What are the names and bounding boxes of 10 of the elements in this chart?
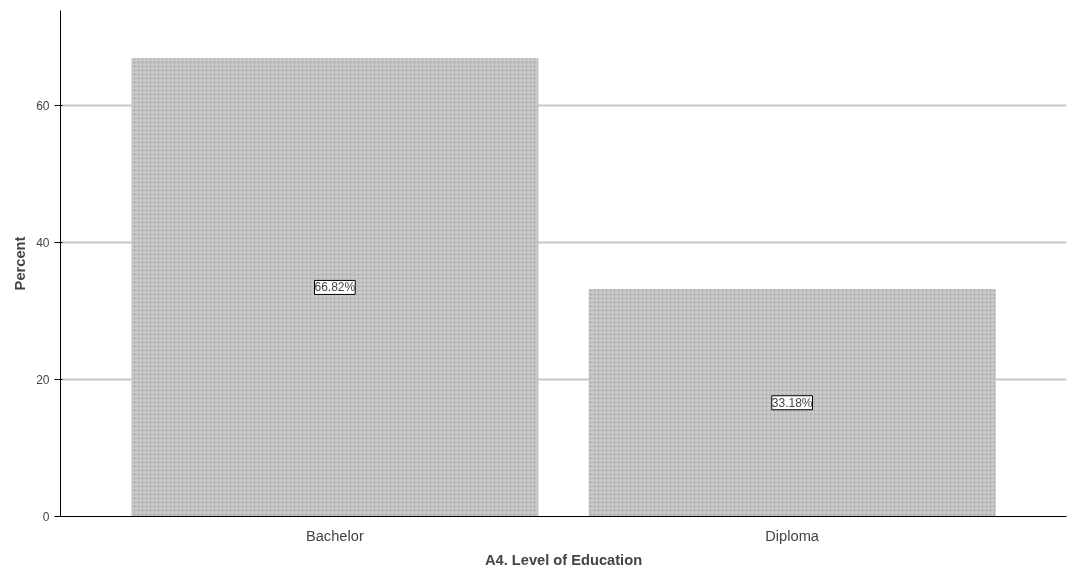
y-axis-title: Percent [12,236,29,291]
y-tick-label: 60 [36,98,50,113]
x-axis-title: A4. Level of Education [484,551,643,568]
data-label: 33.18% [771,395,813,410]
data-label: 66.82% [314,280,356,295]
x-tick-label: Bachelor [305,527,364,544]
y-tick-label: 40 [36,235,50,250]
y-tick-label: 20 [36,372,50,387]
y-tick-label: 0 [42,510,50,524]
x-tick-label: Diploma [765,527,820,544]
